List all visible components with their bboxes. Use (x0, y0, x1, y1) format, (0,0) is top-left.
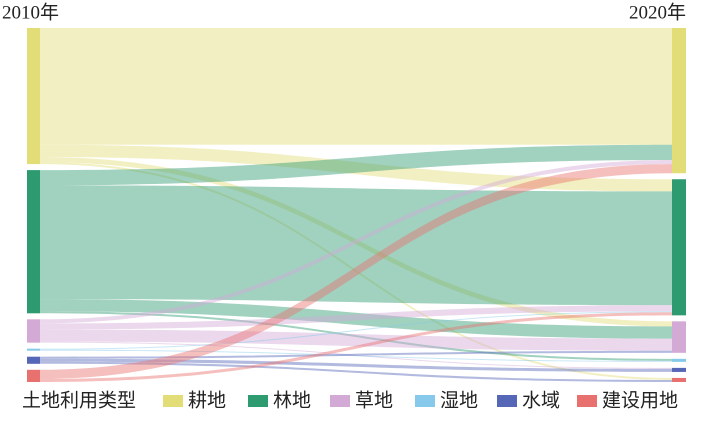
flow (40, 144, 672, 186)
node-2020 (672, 367, 686, 372)
legend-swatch (248, 395, 268, 407)
flow (40, 156, 672, 327)
flow (40, 160, 672, 324)
legend-label: 建设用地 (602, 389, 678, 411)
node-2010 (27, 369, 40, 382)
legend-swatch (330, 395, 350, 407)
legend-label: 水域 (522, 389, 560, 411)
flow (40, 358, 672, 372)
flow (40, 305, 672, 330)
flow (40, 341, 672, 369)
flow (40, 299, 672, 339)
left-label: 2010年 (2, 1, 59, 23)
flow (40, 350, 672, 359)
legend-swatch (577, 395, 597, 407)
node-2010 (27, 319, 40, 343)
legend-label: 耕地 (188, 389, 226, 411)
legend-label: 湿地 (440, 389, 478, 411)
flow (40, 164, 672, 379)
flow (40, 312, 672, 382)
legend-label: 草地 (355, 389, 393, 411)
flow (40, 162, 672, 380)
flow (40, 361, 672, 382)
flow (40, 185, 672, 306)
node-2020 (672, 377, 686, 382)
flow (40, 28, 672, 145)
right-label: 2020年 (629, 1, 686, 23)
node-2020 (672, 358, 686, 362)
node-2010 (27, 348, 40, 351)
flow (40, 349, 672, 362)
node-2010 (27, 170, 40, 314)
flow (40, 144, 672, 192)
node-2010 (27, 28, 40, 165)
legend-title: 土地利用类型 (22, 389, 136, 411)
legend-swatch (163, 395, 183, 407)
flow (40, 311, 672, 350)
legend-label: 林地 (273, 389, 311, 411)
flow (40, 329, 672, 351)
flow (40, 311, 672, 361)
node-2020 (672, 28, 686, 174)
node-2020 (672, 321, 686, 353)
node-2020 (672, 179, 686, 316)
legend-swatch (415, 395, 435, 407)
node-2010 (27, 356, 40, 364)
legend-swatch (497, 395, 517, 407)
